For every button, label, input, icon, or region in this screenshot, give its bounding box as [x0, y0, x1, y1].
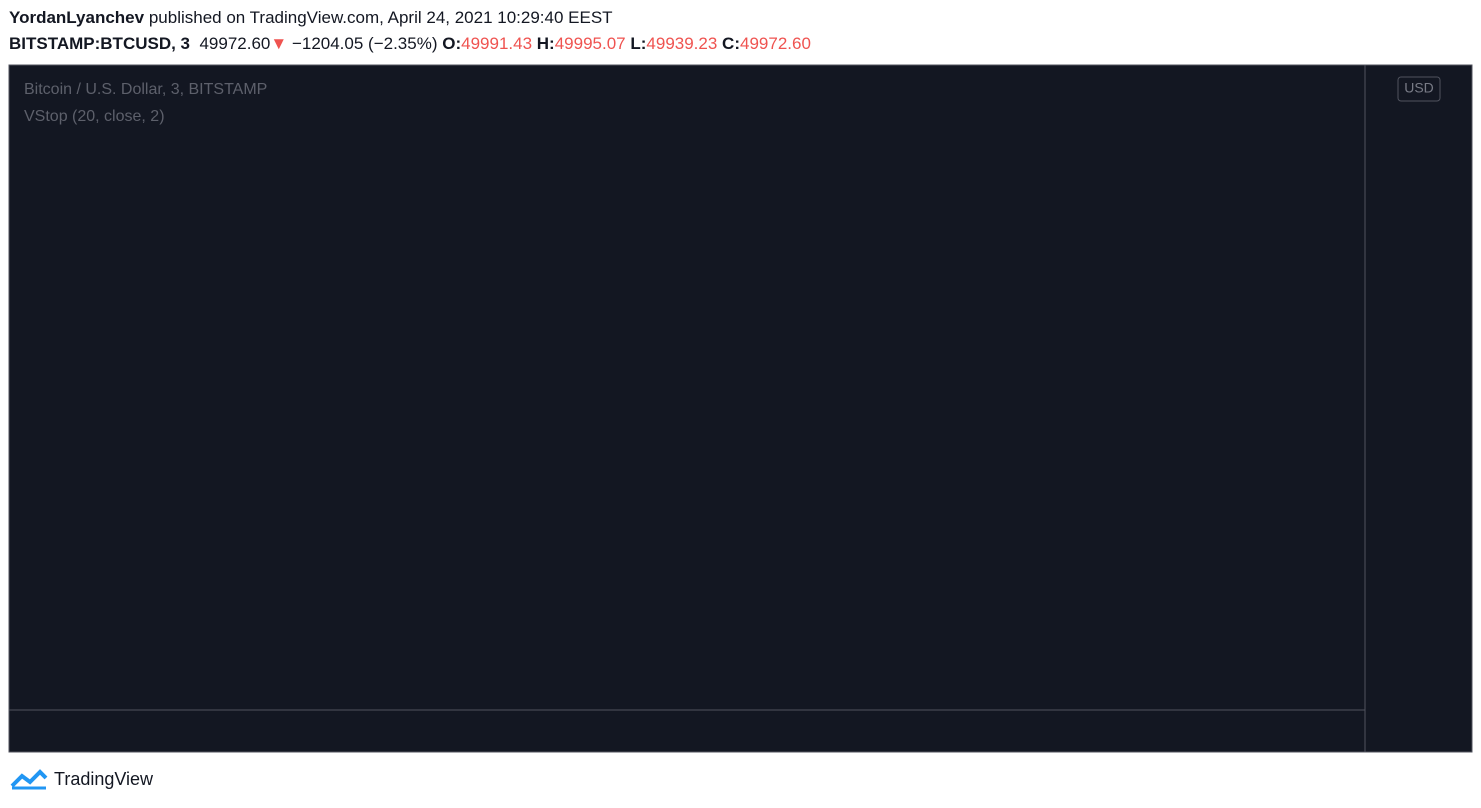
footer: TradingView	[10, 768, 153, 790]
price: 49972.60	[199, 34, 271, 53]
symbol: BITSTAMP:BTCUSD, 3	[9, 34, 191, 53]
high: 49995.07	[554, 34, 626, 53]
series-legend: Bitcoin / U.S. Dollar, 3, BITSTAMP	[24, 81, 267, 98]
open-label: O:	[442, 34, 462, 53]
indicator-legend: VStop (20, close, 2)	[24, 108, 165, 125]
ohlc-line: BITSTAMP:BTCUSD, 3 49972.60▼ −1204.05 (−…	[9, 34, 811, 54]
publish-line: YordanLyanchev published on TradingView.…	[9, 8, 613, 28]
close-label: C:	[722, 34, 740, 53]
low: 49939.23	[646, 34, 718, 53]
author: YordanLyanchev	[9, 8, 145, 27]
low-label: L:	[630, 34, 647, 53]
close: 49972.60	[740, 34, 811, 53]
change: −1204.05 (−2.35%)	[291, 34, 438, 53]
currency: USD	[1404, 80, 1434, 96]
open: 49991.43	[461, 34, 533, 53]
chart-background	[8, 64, 1473, 753]
published: published on TradingView.com, April 24, …	[148, 8, 613, 27]
logo	[10, 769, 48, 790]
down-arrow: ▼	[270, 34, 288, 53]
currency-box	[1397, 76, 1441, 102]
high-label: H:	[536, 34, 555, 53]
brand: TradingView	[54, 768, 154, 789]
